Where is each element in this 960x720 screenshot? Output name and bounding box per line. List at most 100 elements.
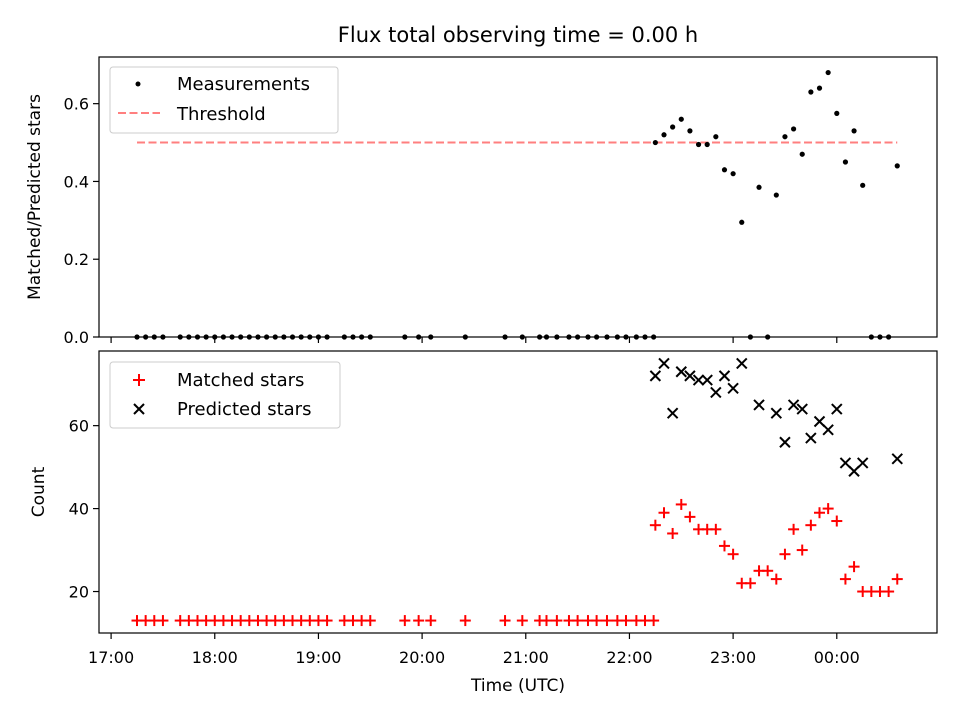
- predicted-x-b: [753, 399, 765, 411]
- bottom-x-tick-label: 23:00: [710, 648, 756, 667]
- predicted-x-b: [684, 370, 696, 382]
- matched-star-point: [788, 523, 800, 535]
- matched-star-point: [321, 615, 333, 627]
- predicted-x-b: [701, 374, 713, 386]
- bottom-y-tick-label: 40: [69, 500, 89, 519]
- matched-star-point: [413, 615, 425, 627]
- matched-star-point: [591, 615, 603, 627]
- legend-measurements-label: Measurements: [177, 74, 310, 95]
- measurement-point: [825, 69, 831, 76]
- predicted-x-b: [710, 386, 722, 399]
- matched-star-point: [648, 615, 660, 627]
- matched-star-point: [831, 515, 843, 527]
- measurement-point: [860, 182, 866, 188]
- measurement-point: [704, 141, 710, 148]
- matched-star-point: [620, 615, 632, 627]
- matched-star-point: [364, 615, 376, 627]
- legend-threshold-label: Threshold: [176, 104, 266, 125]
- predicted-star-point: [770, 407, 783, 419]
- predicted-star-point: [692, 374, 705, 386]
- predicted-x-b: [666, 407, 679, 419]
- bottom-axes-frame: [98, 350, 938, 634]
- predicted-x-b: [839, 457, 852, 469]
- matched-star-point: [770, 573, 782, 585]
- predicted-x-b: [805, 432, 817, 444]
- measurement-point: [739, 219, 745, 225]
- predicted-x-b: [692, 374, 705, 386]
- top-y-tick-label: 0.4: [64, 172, 89, 191]
- bottom-x-tick-label: 17:00: [88, 648, 134, 667]
- matched-star-point: [891, 573, 903, 585]
- predicted-star-point: [727, 382, 739, 395]
- matched-star-point: [541, 615, 553, 627]
- matched-star-point: [551, 615, 563, 627]
- predicted-x-b: [779, 436, 791, 448]
- predicted-x-b: [891, 453, 903, 465]
- top-axes-frame: [98, 56, 938, 338]
- matched-star-point: [883, 586, 895, 598]
- predicted-star-point: [831, 403, 843, 415]
- chart-title: Flux total observing time = 0.00 h: [338, 23, 698, 47]
- top-y-tick-label: 0.6: [64, 95, 89, 114]
- matched-star-point: [516, 615, 528, 627]
- predicted-x-b: [727, 382, 739, 395]
- predicted-x-b: [649, 370, 662, 382]
- predicted-star-point: [675, 366, 687, 378]
- predicted-x-b: [856, 457, 869, 469]
- predicted-star-point: [718, 370, 731, 382]
- bottom-legend-box: [109, 361, 341, 429]
- measurement-point: [678, 116, 684, 122]
- predicted-x-b: [848, 465, 860, 477]
- top-y-ticks: 0.0 0.2 0.4 0.6: [64, 95, 99, 347]
- predicted-x-b: [658, 357, 670, 370]
- matched-star-point: [572, 615, 584, 627]
- matched-star-point: [499, 615, 511, 627]
- predicted-star-point: [701, 374, 713, 386]
- bottom-x-tick-label: 21:00: [503, 648, 549, 667]
- predicted-x-b: [770, 407, 783, 419]
- bottom-x-tick-label: 20:00: [399, 648, 445, 667]
- matched-star-point: [822, 503, 834, 515]
- measurement-point: [721, 167, 728, 173]
- predicted-x-b: [813, 415, 826, 428]
- predicted-star-point: [736, 357, 748, 370]
- bottom-y-tick-label: 60: [69, 417, 89, 436]
- matched-star-point: [744, 577, 756, 589]
- matched-star-point: [667, 527, 679, 539]
- predicted-star-point: [813, 415, 826, 428]
- predicted-star-point: [822, 424, 834, 436]
- matched-star-point: [658, 507, 670, 519]
- matched-star-point: [814, 507, 826, 519]
- predicted-star-point: [796, 403, 808, 415]
- measurement-point: [799, 151, 805, 157]
- bottom-x-tick-label: 18:00: [192, 648, 238, 667]
- bottom-y-ticks: 20 40 60: [69, 417, 99, 602]
- predicted-star-point: [684, 370, 696, 382]
- matched-star-point: [796, 544, 808, 556]
- measurement-point: [894, 163, 900, 169]
- matched-star-point: [425, 615, 437, 627]
- bottom-x-ticks: 17:00 18:00 19:00 20:00 21:00 22:00 23:00 00:00: [88, 633, 860, 667]
- predicted-star-point: [787, 399, 800, 411]
- predicted-x-b: [796, 403, 808, 415]
- matched-star-point: [805, 519, 817, 531]
- matched-star-point: [684, 511, 696, 523]
- measurement-point: [652, 139, 658, 146]
- legend-predicted-marker: [133, 403, 145, 415]
- matched-star-point: [710, 523, 722, 535]
- x-axis-label: Time (UTC): [470, 676, 565, 696]
- top-y-axis-label: Matched/Predicted stars: [25, 94, 45, 300]
- matched-star-point: [727, 548, 739, 560]
- predicted-star-point: [649, 370, 662, 382]
- matched-star-point: [779, 548, 791, 560]
- bottom-x-tick-label: 00:00: [814, 648, 860, 667]
- predicted-star-point: [666, 407, 679, 419]
- legend-matched-marker: [133, 374, 145, 386]
- matched-star-point: [762, 565, 774, 577]
- bottom-y-tick-label: 20: [69, 583, 89, 602]
- legend-matched-label: Matched stars: [177, 370, 304, 391]
- predicted-x-b: [831, 403, 843, 415]
- predicted-star-point: [891, 453, 903, 465]
- measurement-point: [842, 159, 849, 165]
